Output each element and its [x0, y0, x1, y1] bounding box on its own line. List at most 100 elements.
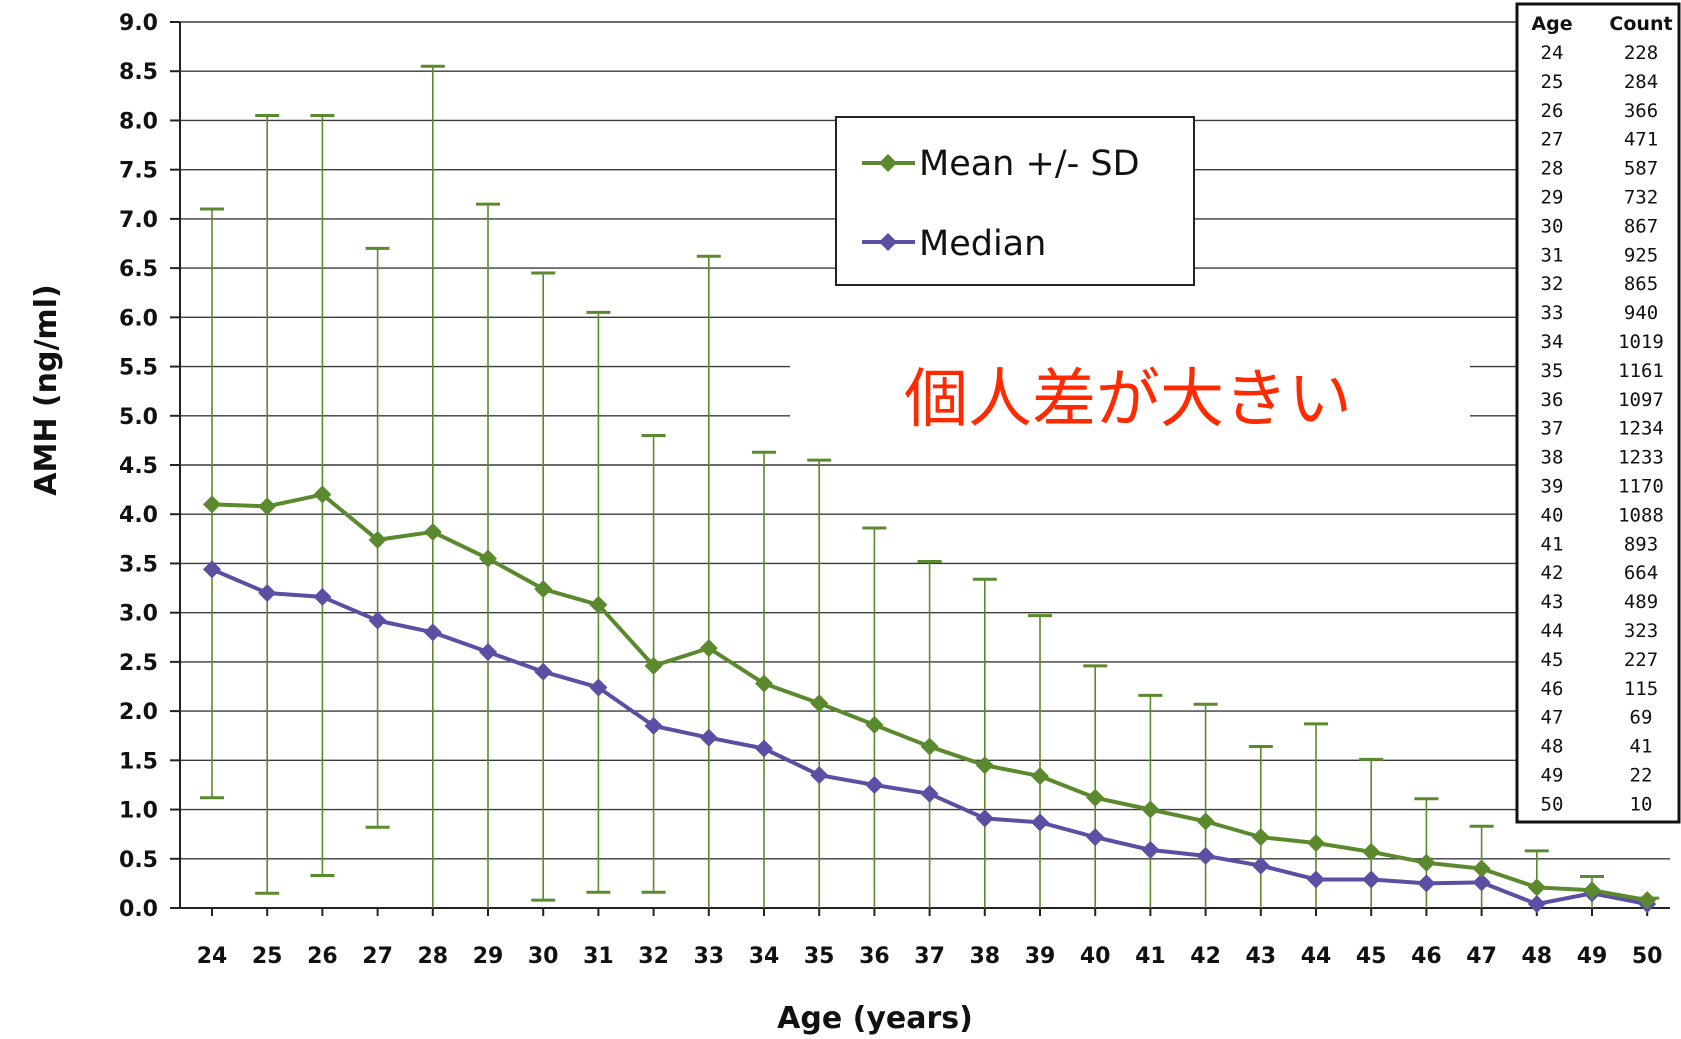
data-point-median-38: [975, 809, 994, 828]
data-point-mean-sd-25: [258, 497, 277, 516]
count-table-row: 50 10: [1541, 793, 1653, 815]
data-point-mean-sd-28: [423, 522, 442, 541]
count-table-row: 30 867: [1541, 215, 1659, 237]
count-table-age: 39: [1541, 476, 1564, 498]
data-point-median-34: [755, 739, 773, 758]
y-tick-label: 0.5: [119, 848, 158, 873]
data-point-median-45: [1362, 870, 1381, 889]
x-tick-label: 39: [1025, 944, 1056, 969]
y-tick-label: 8.0: [119, 109, 158, 134]
count-table-age: 34: [1541, 331, 1564, 353]
count-table-row: 36 1097: [1541, 389, 1664, 411]
count-table-count: 323: [1624, 620, 1658, 642]
x-tick-label: 44: [1301, 944, 1332, 969]
count-table-row: 28 587: [1541, 158, 1659, 180]
count-table-age: 50: [1541, 793, 1564, 815]
count-table-age: 27: [1541, 129, 1564, 151]
data-point-mean-sd-50: [1638, 891, 1657, 910]
count-table-age: 31: [1541, 244, 1564, 266]
count-table-count: 1170: [1618, 476, 1664, 498]
data-point-median-40: [1086, 828, 1105, 847]
y-tick-label: 4.5: [119, 454, 158, 479]
series-median: [203, 560, 1657, 914]
x-tick-label: 25: [252, 944, 283, 969]
count-table-age: 48: [1541, 736, 1564, 758]
count-table-count: 1234: [1618, 418, 1664, 440]
count-table: Age Count 24 228 25 284 26 366 27 471 28 587 29 732…: [1515, 2, 1681, 824]
y-axis-title: AMH (ng/ml): [29, 284, 64, 495]
count-table-row: 45 227: [1541, 649, 1659, 671]
data-point-median-48: [1527, 895, 1546, 914]
data-point-mean-sd-45: [1362, 842, 1381, 861]
data-point-mean-sd-41: [1141, 800, 1160, 819]
data-point-mean-sd-26: [313, 485, 332, 504]
count-table-row: 46 115: [1541, 678, 1659, 700]
x-tick-label: 24: [197, 944, 228, 969]
data-point-median-32: [644, 716, 663, 735]
data-point-median-27: [368, 611, 387, 630]
annotation-text: 個人差が大きい: [904, 363, 1352, 437]
count-table-row: 42 664: [1541, 562, 1659, 584]
data-point-median-25: [258, 583, 277, 602]
data-point-mean-sd-30: [534, 580, 553, 599]
y-tick-label: 1.5: [119, 749, 158, 774]
data-point-mean-sd-27: [368, 530, 387, 549]
count-table-row: 40 1088: [1541, 504, 1664, 526]
legend-median-label: Median: [919, 224, 1046, 264]
count-table-count: 925: [1624, 244, 1658, 266]
data-point-median-30: [534, 662, 553, 681]
data-point-median-36: [865, 775, 884, 794]
count-table-count: 1161: [1618, 360, 1664, 382]
count-table-row: 33 940: [1541, 302, 1659, 324]
error-bar-28: [420, 64, 445, 908]
data-point-mean-sd-32: [644, 656, 663, 675]
count-table-row: 35 1161: [1541, 360, 1664, 382]
y-tick-label: 3.5: [119, 552, 158, 577]
count-table-count: 115: [1624, 678, 1658, 700]
count-table-count: 10: [1630, 793, 1653, 815]
x-tick-label: 43: [1245, 944, 1276, 969]
data-point-median-28: [423, 623, 442, 642]
count-table-row: 47 69: [1541, 707, 1653, 729]
error-bar-40: [1083, 664, 1108, 908]
count-table-row: 44 323: [1541, 620, 1659, 642]
y-tick-label: 2.0: [119, 700, 158, 725]
error-bar-42: [1193, 702, 1218, 908]
series-mean-sd: [203, 485, 1657, 910]
count-table-count: 69: [1630, 707, 1653, 729]
data-point-median-35: [810, 766, 829, 785]
y-tick-label: 7.5: [119, 159, 158, 184]
x-tick-label: 42: [1190, 944, 1221, 969]
data-point-mean-sd-33: [699, 639, 718, 658]
count-table-row: 41 893: [1541, 533, 1659, 555]
data-point-median-33: [699, 728, 718, 747]
y-tick-label: 3.0: [119, 602, 158, 627]
count-table-row: 43 489: [1541, 591, 1659, 613]
count-table-row: 34 1019: [1541, 331, 1664, 353]
count-table-row: 31 925: [1541, 244, 1659, 266]
count-table-count: 664: [1624, 562, 1658, 584]
error-bar-33: [696, 254, 721, 908]
y-tick-label: 4.0: [119, 503, 158, 528]
y-tick-label: 9.0: [119, 11, 158, 36]
error-bar-39: [1028, 614, 1052, 908]
count-table-age: 36: [1541, 389, 1564, 411]
count-table-age: 29: [1541, 187, 1564, 209]
x-tick-label: 47: [1466, 944, 1497, 969]
count-table-row: 25 284: [1541, 71, 1659, 93]
x-tick-label: 34: [749, 944, 780, 969]
count-table-age: 49: [1541, 765, 1564, 787]
legend-median-marker: [879, 233, 897, 251]
count-table-row: 39 1170: [1541, 476, 1664, 498]
count-table-count: 228: [1624, 42, 1658, 64]
count-table-count: 1019: [1618, 331, 1664, 353]
count-table-row: 37 1234: [1541, 418, 1664, 440]
y-tick-label: 7.0: [119, 208, 158, 233]
count-table-age: 37: [1541, 418, 1564, 440]
y-tick-label: 5.5: [119, 356, 158, 381]
y-tick-label: 2.5: [119, 651, 158, 676]
count-table-count: 867: [1624, 215, 1658, 237]
y-tick-label: 8.5: [119, 60, 158, 85]
x-tick-label: 33: [693, 944, 724, 969]
count-table-row: 26 366: [1541, 100, 1659, 122]
